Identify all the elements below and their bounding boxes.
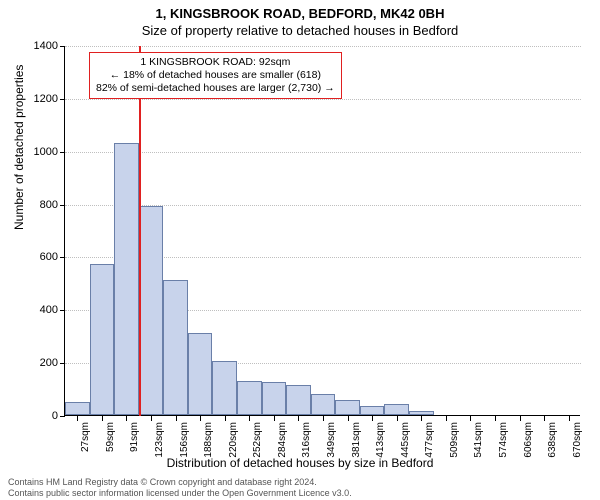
histogram-bar: [286, 385, 311, 415]
gridline: [65, 46, 581, 47]
annotation-box: 1 KINGSBROOK ROAD: 92sqm ← 18% of detach…: [89, 52, 342, 99]
xtick-mark: [126, 416, 127, 421]
xtick-mark: [225, 416, 226, 421]
xtick-mark: [446, 416, 447, 421]
ytick-label: 600: [18, 251, 58, 263]
ytick-label: 1200: [18, 93, 58, 105]
xtick-mark: [274, 416, 275, 421]
histogram-bar: [262, 382, 287, 415]
xtick-mark: [372, 416, 373, 421]
histogram-bar: [114, 143, 139, 415]
annotation-line3: 82% of semi-detached houses are larger (…: [96, 82, 335, 95]
ytick-label: 1000: [18, 146, 58, 158]
xtick-mark: [102, 416, 103, 421]
xtick-mark: [397, 416, 398, 421]
xtick-mark: [323, 416, 324, 421]
xtick-mark: [348, 416, 349, 421]
xtick-mark: [544, 416, 545, 421]
annotation-line2: ← 18% of detached houses are smaller (61…: [96, 69, 335, 82]
ytick-label: 1400: [18, 40, 58, 52]
histogram-bar: [335, 400, 360, 415]
ytick-mark: [60, 205, 65, 206]
xtick-mark: [569, 416, 570, 421]
plot-area: 27sqm59sqm91sqm123sqm156sqm188sqm220sqm2…: [64, 46, 580, 416]
x-axis-label: Distribution of detached houses by size …: [0, 456, 600, 470]
ytick-mark: [60, 46, 65, 47]
ytick-label: 400: [18, 304, 58, 316]
histogram-bar: [188, 333, 213, 415]
xtick-mark: [77, 416, 78, 421]
histogram-bar: [163, 280, 188, 415]
xtick-mark: [520, 416, 521, 421]
footer-line1: Contains HM Land Registry data © Crown c…: [8, 477, 352, 487]
reference-line: [139, 46, 141, 416]
ytick-label: 800: [18, 199, 58, 211]
histogram-bar: [311, 394, 336, 415]
histogram-bar: [384, 404, 409, 415]
ytick-mark: [60, 310, 65, 311]
histogram-bar: [409, 411, 434, 415]
ytick-mark: [60, 99, 65, 100]
xtick-mark: [200, 416, 201, 421]
page-title-address: 1, KINGSBROOK ROAD, BEDFORD, MK42 0BH: [0, 0, 600, 21]
ytick-label: 200: [18, 357, 58, 369]
footer-line2: Contains public sector information licen…: [8, 488, 352, 498]
gridline: [65, 152, 581, 153]
histogram-bar: [139, 206, 164, 415]
ytick-label: 0: [18, 410, 58, 422]
histogram-bar: [237, 381, 262, 415]
histogram-bar: [360, 406, 385, 415]
annotation-line1: 1 KINGSBROOK ROAD: 92sqm: [96, 56, 335, 69]
xtick-mark: [470, 416, 471, 421]
chart-container: 1, KINGSBROOK ROAD, BEDFORD, MK42 0BH Si…: [0, 0, 600, 500]
ytick-mark: [60, 257, 65, 258]
ytick-mark: [60, 416, 65, 417]
histogram-bar: [212, 361, 237, 415]
xtick-mark: [421, 416, 422, 421]
page-subtitle: Size of property relative to detached ho…: [0, 21, 600, 40]
ytick-mark: [60, 152, 65, 153]
histogram-bar: [90, 264, 115, 415]
plot-wrap: 27sqm59sqm91sqm123sqm156sqm188sqm220sqm2…: [64, 46, 580, 416]
histogram-bar: [65, 402, 90, 415]
ytick-mark: [60, 363, 65, 364]
xtick-mark: [249, 416, 250, 421]
xtick-mark: [176, 416, 177, 421]
xtick-mark: [495, 416, 496, 421]
footer-attribution: Contains HM Land Registry data © Crown c…: [8, 477, 352, 498]
xtick-mark: [151, 416, 152, 421]
xtick-mark: [298, 416, 299, 421]
